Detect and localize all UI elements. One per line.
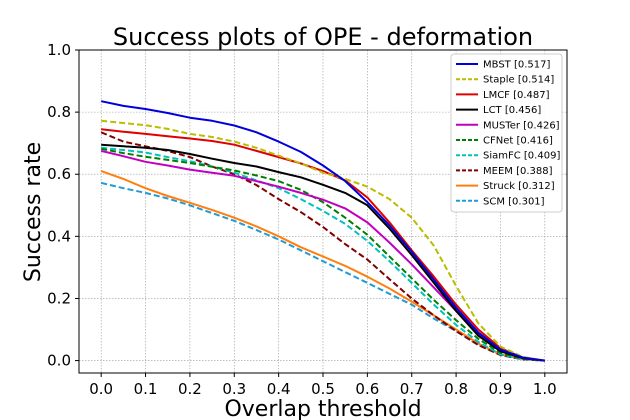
series-line-struck xyxy=(100,170,545,362)
series-line-mbst xyxy=(100,100,545,362)
legend-entry-label: LMCF [0.487] xyxy=(483,90,550,101)
series-line-siamfc xyxy=(101,146,545,362)
x-tick-label: 0.1 xyxy=(134,380,158,398)
y-tick-label: 0.0 xyxy=(47,352,71,370)
y-tick-label: 0.6 xyxy=(47,165,71,183)
x-tick-label: 0.4 xyxy=(267,380,291,398)
x-tick-label: 0.5 xyxy=(311,380,335,398)
x-tick-label: 0.3 xyxy=(222,380,246,398)
x-tick-label: 1.0 xyxy=(533,380,557,398)
y-axis-label: Success rate xyxy=(21,142,46,282)
x-tick-label: 0.6 xyxy=(355,380,379,398)
legend-entry-label: MEEM [0.388] xyxy=(483,166,553,177)
series-line-scm xyxy=(100,181,545,362)
x-axis-label: Overlap threshold xyxy=(224,397,421,420)
legend-entry-label: SCM [0.301] xyxy=(483,196,545,207)
x-tick-label: 0.2 xyxy=(178,380,202,398)
legend-entry-label: MBST [0.517] xyxy=(483,60,550,71)
y-axis-ticks: 0.0 0.2 0.4 0.6 0.8 1.0 xyxy=(47,41,79,370)
legend-entry-label: MUSTer [0.426] xyxy=(483,120,560,131)
series-lines xyxy=(100,100,545,362)
series-line-lmcf xyxy=(101,128,545,362)
x-tick-label: 0.7 xyxy=(400,380,424,398)
legend-entry-label: CFNet [0.416] xyxy=(483,136,553,147)
legend-entry-label: SiamFC [0.409] xyxy=(483,151,560,162)
legend: MBST [0.517] Staple [0.514] LMCF [0.487] LC… xyxy=(450,53,563,213)
legend-entry-label: LCT [0.456] xyxy=(483,105,541,116)
chart-title: Success plots of OPE - deformation xyxy=(113,23,533,51)
y-tick-label: 0.4 xyxy=(47,227,71,245)
y-tick-label: 0.8 xyxy=(47,103,71,121)
legend-entry-label: Staple [0.514] xyxy=(483,75,554,86)
legend-box xyxy=(450,53,563,213)
x-axis-ticks: 0.0 0.1 0.2 0.3 0.4 0.5 0.6 0.7 0.8 0.9 1.0 xyxy=(89,373,557,398)
legend-entry-label: Struck [0.312] xyxy=(483,181,555,192)
series-line-lct xyxy=(101,143,545,362)
x-tick-label: 0.9 xyxy=(489,380,513,398)
series-line-meem xyxy=(100,131,545,362)
series-line-cfnet xyxy=(101,147,545,362)
x-tick-label: 0.0 xyxy=(89,380,113,398)
series-line-staple xyxy=(101,119,545,362)
y-tick-label: 0.2 xyxy=(47,289,71,307)
x-tick-label: 0.8 xyxy=(444,380,468,398)
y-tick-label: 1.0 xyxy=(47,41,71,59)
